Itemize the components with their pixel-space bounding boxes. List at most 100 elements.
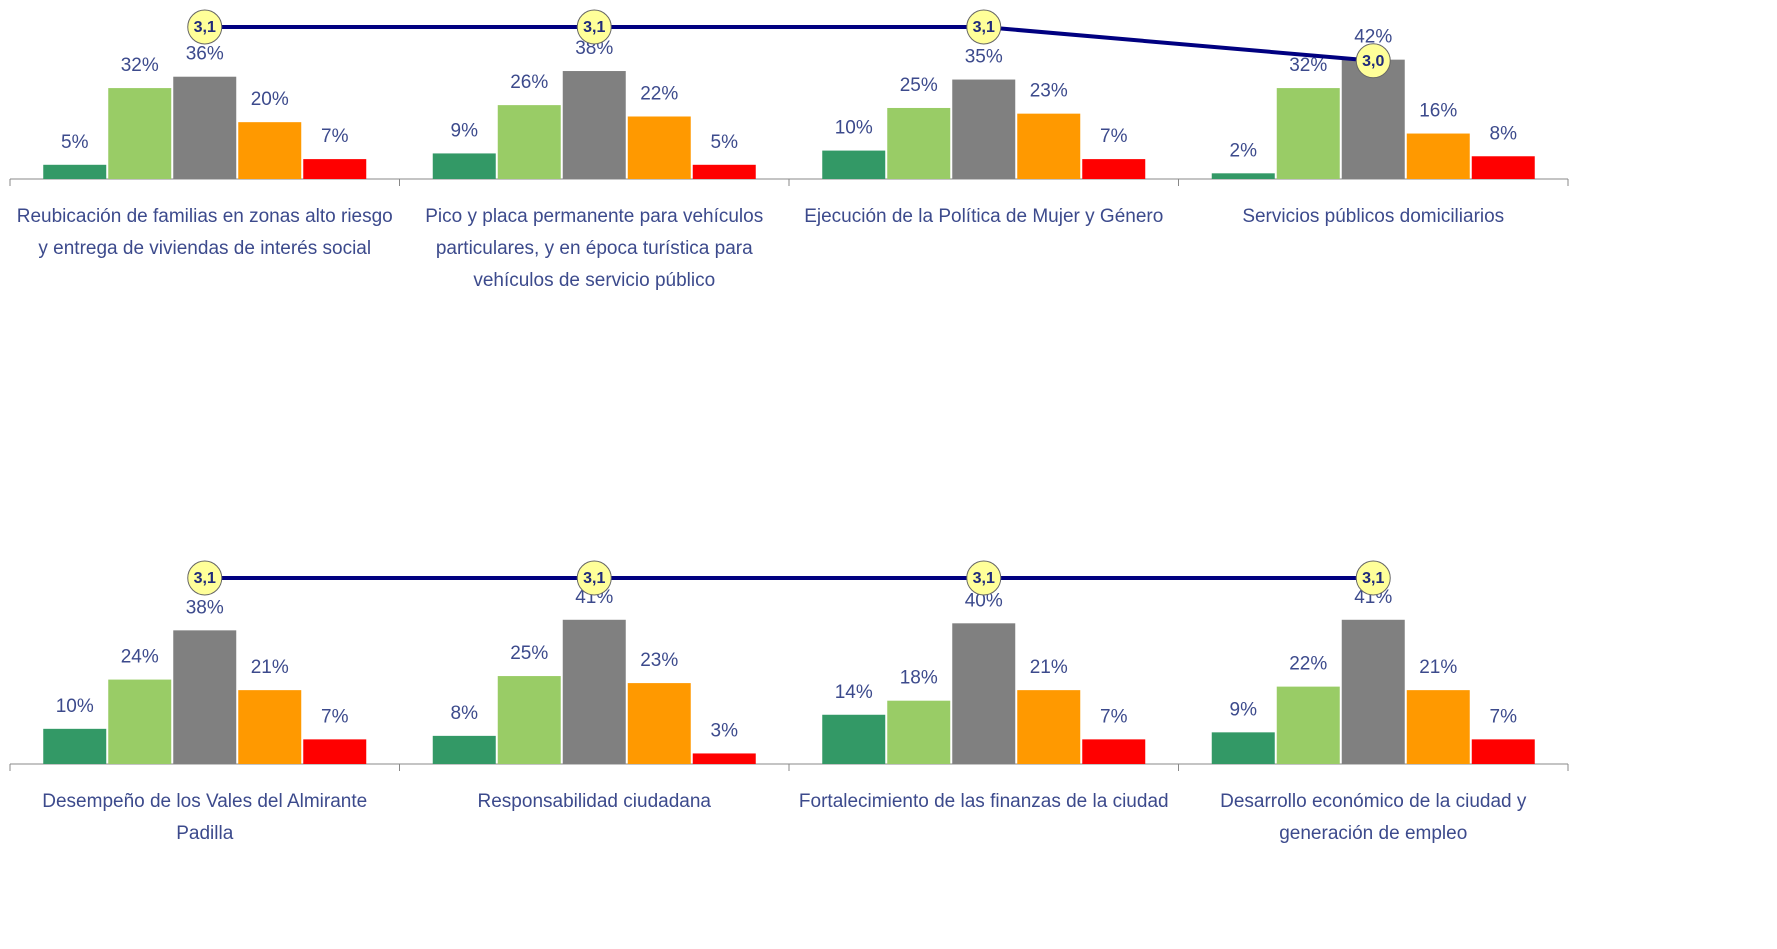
data-label: 5% [711,132,739,153]
bar [497,105,561,179]
line-marker [1355,43,1391,79]
line-label: 3,1 [583,19,605,36]
bar [822,150,886,179]
data-label: 3% [711,720,739,741]
bar [1276,88,1340,179]
data-label: 8% [451,703,479,724]
data-label: 20% [251,89,289,110]
x-tick-label: Reubicación de familias en zonas alto ri… [16,206,393,259]
line [204,25,1374,63]
bar [497,676,561,764]
data-label: 14% [835,682,873,703]
data-label: 10% [835,118,873,139]
bar [432,735,496,764]
line-label: 3,1 [973,570,995,587]
data-label: 22% [640,84,678,105]
data-label: 7% [1100,706,1128,727]
bar [108,679,172,764]
bar [627,683,691,764]
data-label: 21% [1030,657,1068,678]
bar [1471,739,1535,764]
data-label: 21% [251,657,289,678]
bar [1017,113,1081,179]
line-label: 3,1 [194,19,216,36]
data-label: 40% [965,590,1003,611]
bar [1082,739,1146,764]
data-label: 32% [121,55,159,76]
line-marker [1355,560,1391,596]
line-label: 3,1 [194,570,216,587]
bar [1211,732,1275,764]
bar [1341,59,1405,179]
data-label: 5% [61,132,89,153]
bar [303,159,367,179]
data-label: 10% [56,696,94,717]
x-tick-label: Ejecución de la Política de Mujer y Géne… [804,206,1164,227]
bar [173,76,237,179]
bar [43,728,107,764]
bar [952,623,1016,764]
bar [1341,619,1405,764]
bar [1082,159,1146,179]
bar [562,71,626,179]
bar [173,630,237,764]
bar [303,739,367,764]
x-tick-label: Responsabilidad ciudadana [477,791,711,812]
bar [692,753,756,764]
line-marker [576,9,612,45]
line-marker [966,9,1002,45]
bar [627,116,691,179]
data-label: 36% [186,44,224,65]
x-tick-label: Pico y placa permanente para vehículos p… [425,206,764,291]
bar [562,619,626,764]
line-label: 3,1 [973,19,995,36]
data-label: 8% [1490,123,1518,144]
x-tick-label: Desarrollo económico de la ciudad y gene… [1220,791,1527,844]
data-label: 2% [1230,140,1258,161]
bar [952,79,1016,179]
x-tick-label: Desempeño de los Vales del Almirante Pad… [42,791,368,844]
line-marker [187,9,223,45]
line-marker [187,560,223,596]
data-label: 21% [1419,657,1457,678]
bar [822,714,886,764]
data-label: 9% [1230,699,1258,720]
data-label: 25% [900,75,938,96]
data-label: 7% [1490,706,1518,727]
data-label: 22% [1289,654,1327,675]
data-label: 16% [1419,101,1457,122]
bar [692,164,756,179]
data-label: 35% [965,47,1003,68]
bar [1276,686,1340,764]
data-label: 7% [1100,126,1128,147]
bar [1211,173,1275,179]
data-label: 23% [640,650,678,671]
data-label: 38% [575,38,613,59]
bar [887,700,951,764]
data-label: 7% [321,126,349,147]
x-tick-label: Fortalecimiento de las finanzas de la ci… [798,791,1169,812]
bar [887,107,951,179]
data-label: 9% [451,120,479,141]
data-label: 23% [1030,81,1068,102]
line-label: 3,1 [1362,570,1384,587]
data-label: 7% [321,706,349,727]
data-label: 26% [510,72,548,93]
bar [43,164,107,179]
bar [108,88,172,179]
line-marker [966,560,1002,596]
line-marker [576,560,612,596]
bar [1406,690,1470,764]
line-label: 3,1 [583,570,605,587]
data-label: 38% [186,597,224,618]
bar [432,153,496,179]
x-tick-label: Servicios públicos domiciliarios [1242,206,1505,227]
data-label: 32% [1289,55,1327,76]
line-label: 3,0 [1362,53,1384,70]
bar [1471,156,1535,179]
bar [238,122,302,179]
data-label: 25% [510,643,548,664]
data-label: 42% [1354,27,1392,48]
